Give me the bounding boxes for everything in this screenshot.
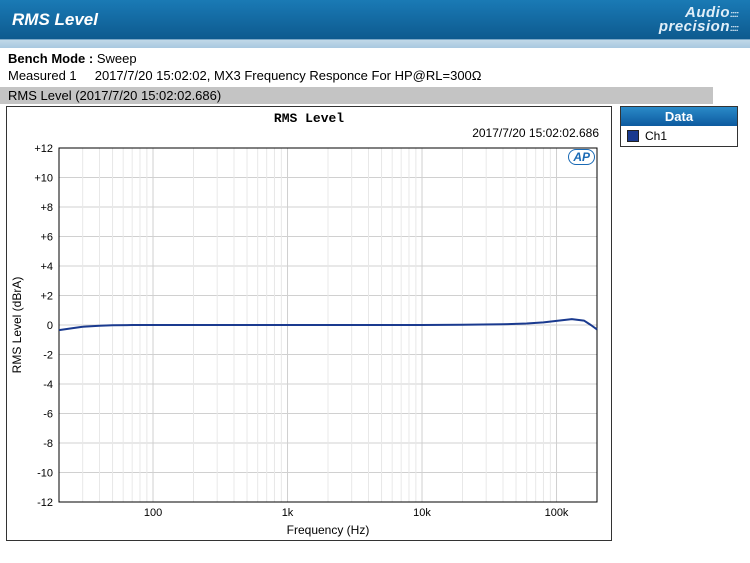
measured-detail: 2017/7/20 15:02:02, MX3 Frequency Respon… — [95, 68, 482, 83]
legend-box: Data Ch1 — [620, 106, 738, 147]
svg-text:+4: +4 — [40, 261, 53, 273]
svg-text:100k: 100k — [545, 507, 569, 519]
logo-line2: precision — [659, 18, 730, 35]
bench-mode-line: Bench Mode : Sweep — [8, 50, 742, 68]
measurement-bar: RMS Level (2017/7/20 15:02:02.686) — [0, 87, 713, 104]
brand-logo: Audio:::: precision:::: — [659, 6, 738, 35]
ap-badge-icon: AP — [568, 149, 595, 165]
svg-text:-8: -8 — [43, 438, 53, 450]
logo-dots-icon: :::: — [730, 9, 738, 19]
svg-text:-4: -4 — [43, 379, 53, 391]
svg-text:-12: -12 — [37, 497, 53, 509]
svg-text:Frequency (Hz): Frequency (Hz) — [287, 523, 370, 537]
chart-title: RMS Level — [7, 107, 611, 126]
bench-mode-value: Sweep — [97, 51, 137, 66]
svg-text:1k: 1k — [282, 507, 294, 519]
legend-item-label: Ch1 — [645, 129, 667, 143]
legend-header: Data — [621, 107, 737, 126]
legend-items: Ch1 — [621, 126, 737, 146]
chart-svg: +12 +10 +8 +6 +4 +2 0 -2 -4 -6 -8 -10 -12 100 1k 10k 100… — [7, 142, 611, 540]
svg-text:-10: -10 — [37, 467, 53, 479]
info-lines: Bench Mode : Sweep Measured 1 2017/7/20 … — [0, 48, 750, 87]
svg-text:RMS Level (dBrA): RMS Level (dBrA) — [10, 276, 24, 373]
bench-mode-label: Bench Mode : — [8, 51, 97, 66]
svg-text:10k: 10k — [413, 507, 431, 519]
svg-text:+10: +10 — [34, 172, 53, 184]
measured-line: Measured 1 2017/7/20 15:02:02, MX3 Frequ… — [8, 67, 742, 85]
header-bar: RMS Level Audio:::: precision:::: — [0, 0, 750, 40]
header-title: RMS Level — [12, 10, 98, 30]
legend-swatch-icon — [627, 130, 639, 142]
svg-text:+2: +2 — [40, 290, 53, 302]
chart-timestamp: 2017/7/20 15:02:02.686 — [7, 126, 611, 142]
svg-text:+6: +6 — [40, 231, 53, 243]
svg-text:-6: -6 — [43, 408, 53, 420]
svg-text:+8: +8 — [40, 202, 53, 214]
legend-item: Ch1 — [621, 126, 737, 146]
logo-dots-icon: :::: — [730, 23, 738, 33]
svg-text:0: 0 — [47, 320, 53, 332]
svg-text:+12: +12 — [34, 143, 53, 155]
chart-container: RMS Level 2017/7/20 15:02:02.686 AP +12+… — [6, 106, 612, 541]
main-area: RMS Level 2017/7/20 15:02:02.686 AP +12+… — [0, 106, 750, 541]
sub-header-strip — [0, 40, 750, 48]
measured-label: Measured 1 — [8, 68, 77, 83]
svg-text:100: 100 — [144, 507, 162, 519]
svg-text:-2: -2 — [43, 349, 53, 361]
